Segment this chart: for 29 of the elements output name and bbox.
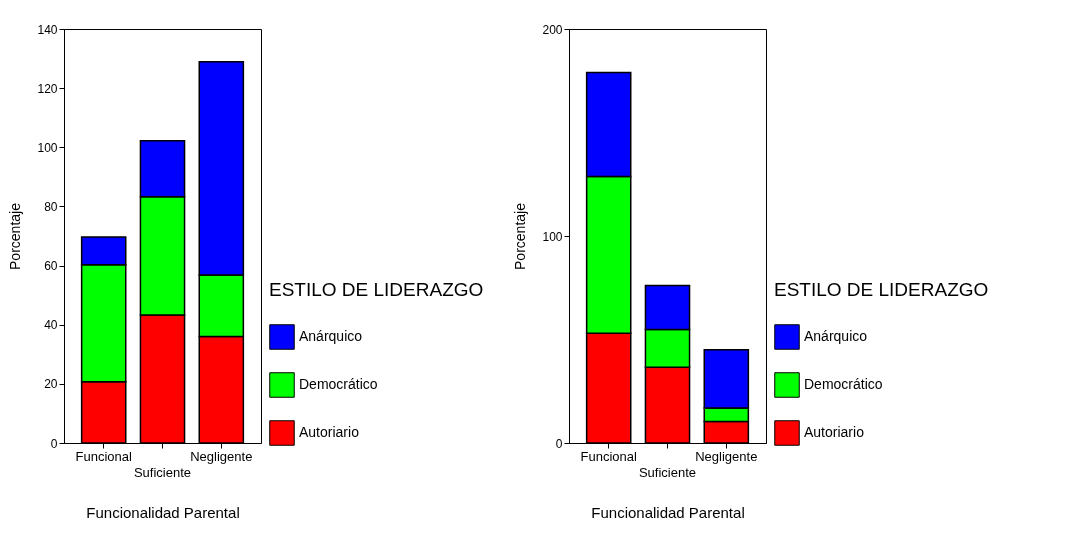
x-tick-label: Suficiente [638,464,697,480]
y-axis-title: Porcentaje [7,202,24,270]
y-tick-label: 80 [44,199,58,214]
y-tick-label: 40 [44,318,58,333]
legend-label: Autoriario [299,424,360,440]
x-axis-title: Funcionalidad Parental [591,503,745,521]
legend-label: Democrático [804,376,883,392]
y-tick-label: 0 [50,436,58,451]
legend-title: ESTILO DE LIDERAZGO [774,279,989,300]
legend-label: Autoriario [804,424,865,440]
y-tick-label: 60 [44,259,58,274]
y-tick-label: 20 [44,377,58,392]
y-tick-label: 120 [37,81,58,96]
x-tick-label: Negligente [190,448,253,464]
legend-title: ESTILO DE LIDERAZGO [269,279,484,300]
x-tick-label: Funcional [75,448,132,464]
x-tick-label: Negligente [695,448,758,464]
y-tick-label: 100 [542,229,563,244]
x-tick-label: Funcional [580,448,637,464]
legend-label: Anárquico [299,328,363,344]
legend-label: Anárquico [804,328,868,344]
y-tick-label: 100 [37,140,58,155]
legend-label: Democrático [299,376,378,392]
y-axis-title: Porcentaje [512,202,529,270]
y-tick-label: 200 [542,22,563,37]
y-tick-label: 140 [37,22,58,37]
x-tick-label: Suficiente [133,464,192,480]
y-tick-label: 0 [555,436,563,451]
x-axis-title: Funcionalidad Parental [86,503,240,521]
